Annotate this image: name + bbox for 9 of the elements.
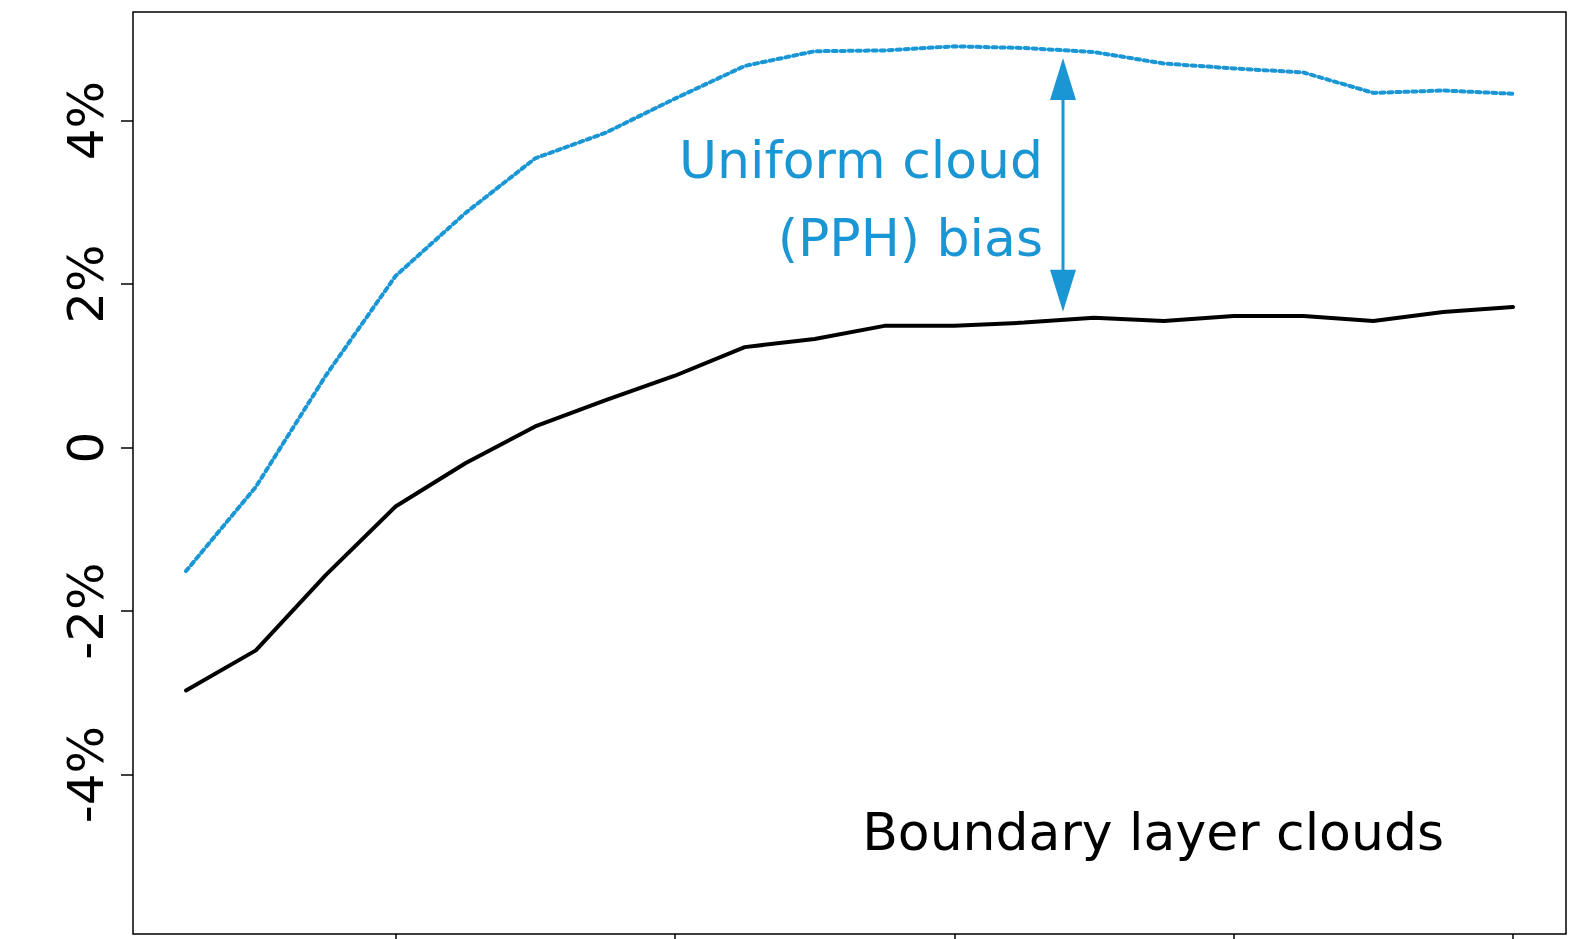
y-tick-label: -2% <box>57 562 115 660</box>
y-tick-label: 2% <box>57 244 115 324</box>
line-series <box>184 44 1515 574</box>
y-tick-label: -4% <box>57 725 115 824</box>
y-tick-label: 0 <box>57 431 115 464</box>
line-series <box>184 305 1515 693</box>
annotation: Uniform cloud (PPH) bias <box>678 130 1043 268</box>
y-tick-label: 4% <box>57 81 115 161</box>
annotation: Boundary layer clouds <box>862 802 1444 862</box>
